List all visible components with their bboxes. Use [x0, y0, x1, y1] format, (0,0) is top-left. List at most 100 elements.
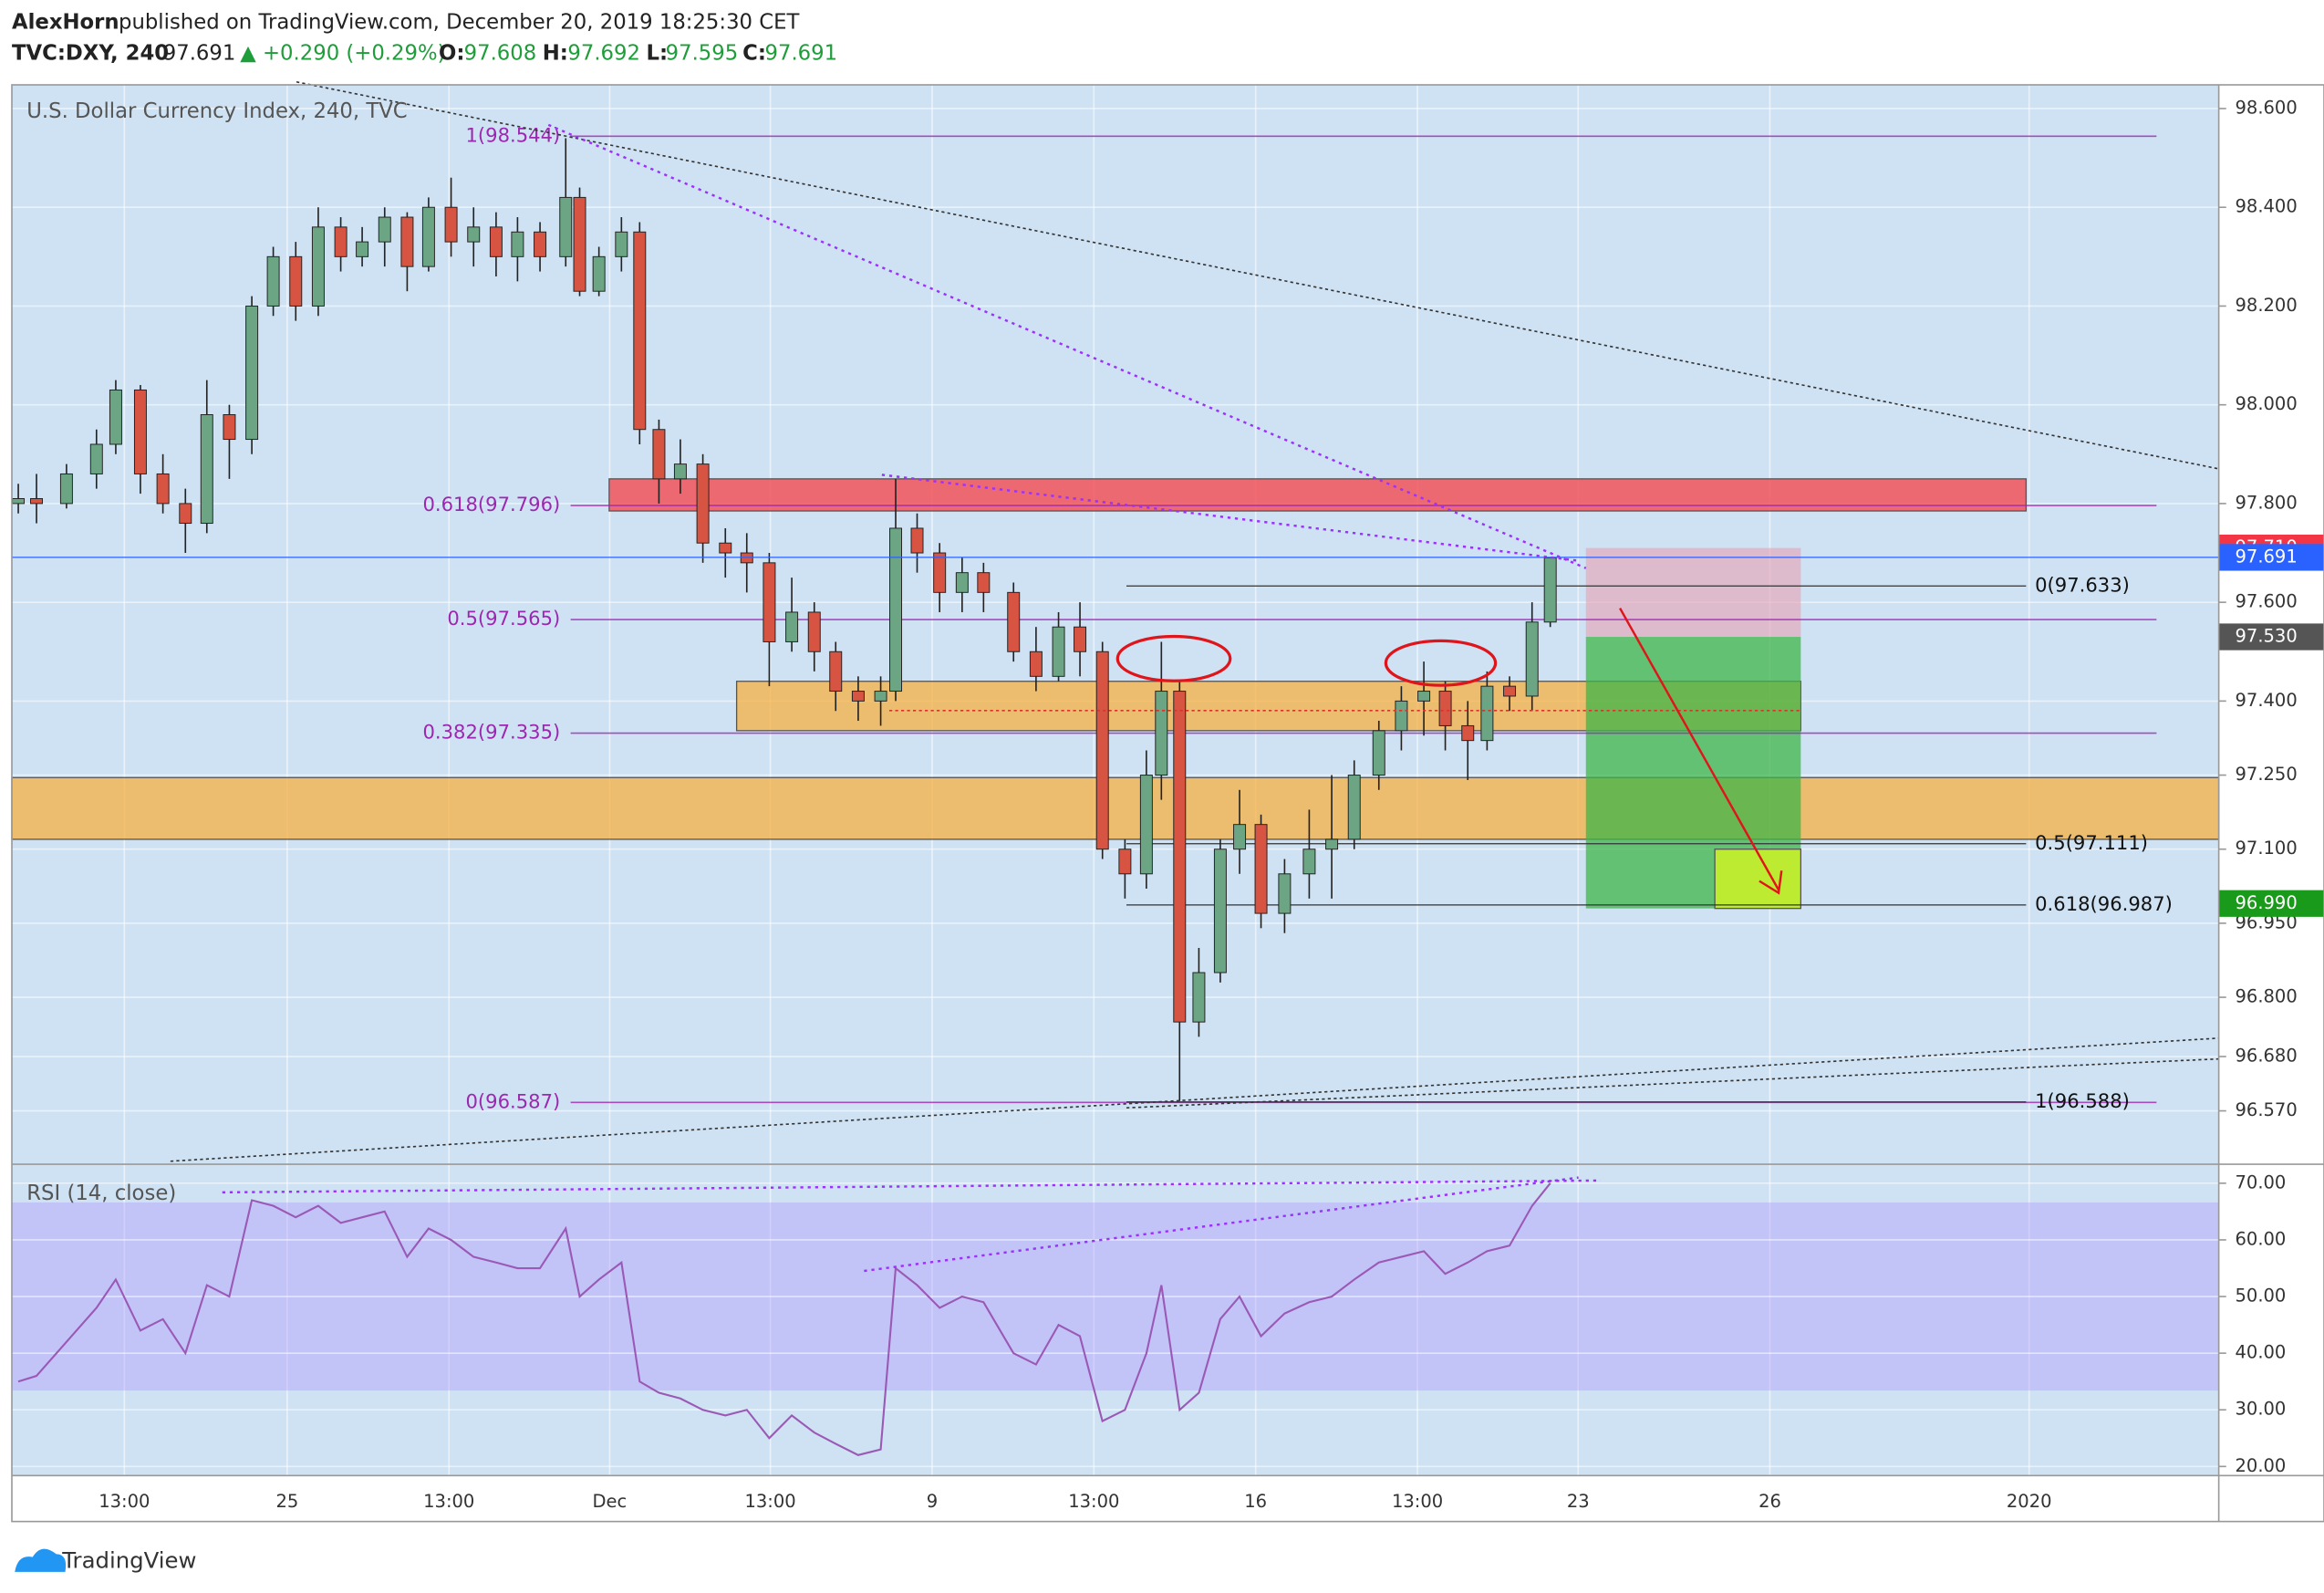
- candle-body: [289, 255, 303, 307]
- candle-body: [89, 443, 103, 474]
- candle-body: [719, 542, 732, 554]
- arrow-head: [1759, 870, 1783, 895]
- candle-body: [573, 196, 586, 292]
- candle-body: [1213, 849, 1227, 974]
- candle-body: [673, 463, 687, 480]
- y-tick-label: 97.800: [2236, 492, 2298, 513]
- logo-icon: [15, 1548, 67, 1572]
- candle-body: [334, 226, 348, 257]
- candle-body: [1395, 700, 1408, 732]
- open-label: O:: [439, 41, 464, 65]
- trend-line: [881, 474, 1579, 562]
- y-tick-label: 96.800: [2236, 986, 2298, 1007]
- candle-body: [400, 216, 414, 267]
- candle-body: [179, 503, 192, 525]
- candle-body: [511, 231, 524, 257]
- fib-label: 0(96.587): [465, 1089, 560, 1112]
- low: 97.595: [666, 41, 739, 65]
- x-tick-label: 25: [275, 1491, 298, 1512]
- candle-body: [1525, 621, 1539, 697]
- open: 97.608: [464, 41, 537, 65]
- x-tick-label: 13:00: [99, 1491, 150, 1512]
- fib-label: 0.618(97.796): [422, 493, 560, 515]
- candle-body: [311, 226, 325, 307]
- candle-body: [696, 463, 710, 544]
- candle-body: [1074, 626, 1087, 652]
- x-tick-label: 13:00: [1068, 1491, 1119, 1512]
- trend-line: [296, 80, 2219, 470]
- candle-body: [1173, 691, 1187, 1023]
- chart-title: U.S. Dollar Currency Index, 240, TVC: [26, 99, 407, 123]
- x-tick-label: 13:00: [1392, 1491, 1443, 1512]
- candle-body: [200, 414, 213, 525]
- y-tick-label: 30.00: [2236, 1399, 2287, 1420]
- candle-body: [652, 429, 666, 480]
- y-tick-label: 96.680: [2236, 1046, 2298, 1067]
- candle-body: [421, 206, 435, 267]
- x-tick-label: 26: [1759, 1491, 1781, 1512]
- candle-body: [1278, 873, 1292, 914]
- candle-body: [444, 206, 458, 243]
- high-label: H:: [543, 41, 568, 65]
- y-tick-label: 20.00: [2236, 1455, 2287, 1476]
- candle-body: [59, 473, 73, 505]
- candle-body: [1543, 557, 1557, 623]
- rsi-line: [17, 1182, 1551, 1456]
- candle-body: [156, 473, 170, 505]
- candle-body: [1007, 591, 1021, 652]
- fib-label: 0.618(96.987): [2035, 892, 2173, 915]
- candle-body: [829, 651, 843, 692]
- candle-body: [615, 231, 628, 257]
- trend-line: [170, 1037, 2219, 1162]
- rsi-title: RSI (14, close): [26, 1182, 176, 1205]
- x-tick-label: 13:00: [744, 1491, 795, 1512]
- candle-body: [1233, 824, 1247, 850]
- candle-body: [1139, 775, 1153, 875]
- candle-body: [592, 255, 606, 292]
- price-tag: [2218, 890, 2324, 917]
- candle-body: [467, 226, 481, 243]
- candle-body: [874, 691, 887, 702]
- candle-body: [977, 572, 991, 593]
- y-tick-label: 97.400: [2236, 690, 2298, 711]
- candle-body: [1417, 691, 1431, 702]
- candle-body: [1118, 849, 1132, 875]
- y-tick-label: 98.600: [2236, 97, 2298, 118]
- y-tick-label: 50.00: [2236, 1286, 2287, 1307]
- y-tick-label: 97.100: [2236, 838, 2298, 859]
- fib-label: 0(97.633): [2035, 573, 2130, 596]
- y-tick-label: 96.950: [2236, 911, 2298, 932]
- candle-body: [763, 562, 776, 642]
- high: 97.692: [567, 41, 640, 65]
- y-tick-label: 98.400: [2236, 196, 2298, 217]
- low-label: L:: [647, 41, 669, 65]
- candle-body: [1503, 685, 1517, 697]
- candle-body: [955, 572, 969, 593]
- chart-border: [11, 84, 2324, 1523]
- change: ▲ +0.290 (+0.29%): [240, 41, 445, 65]
- candle-body: [785, 611, 799, 642]
- fib-label: 0.5(97.111): [2035, 831, 2148, 854]
- price-tag: [2218, 544, 2324, 571]
- close: 97.691: [765, 41, 838, 65]
- trend-line: [547, 123, 1587, 569]
- arrow: [1619, 608, 1780, 890]
- candle-body: [12, 498, 26, 505]
- candle-body: [356, 241, 369, 257]
- y-tick-label: 97.600: [2236, 591, 2298, 612]
- highlight-ellipse: [1115, 634, 1232, 682]
- candle-body: [559, 196, 573, 257]
- trend-line: [1126, 1057, 2219, 1109]
- candle-body: [1325, 838, 1339, 850]
- candle-body: [1254, 824, 1268, 914]
- candle-body: [851, 691, 865, 702]
- rsi-trend-line: [222, 1179, 1602, 1194]
- candle-body: [1029, 651, 1043, 677]
- candle-body: [1095, 651, 1109, 850]
- close-label: C:: [742, 41, 766, 65]
- y-tick-label: 40.00: [2236, 1342, 2287, 1363]
- candle-body: [1438, 691, 1452, 726]
- candle-body: [889, 527, 903, 692]
